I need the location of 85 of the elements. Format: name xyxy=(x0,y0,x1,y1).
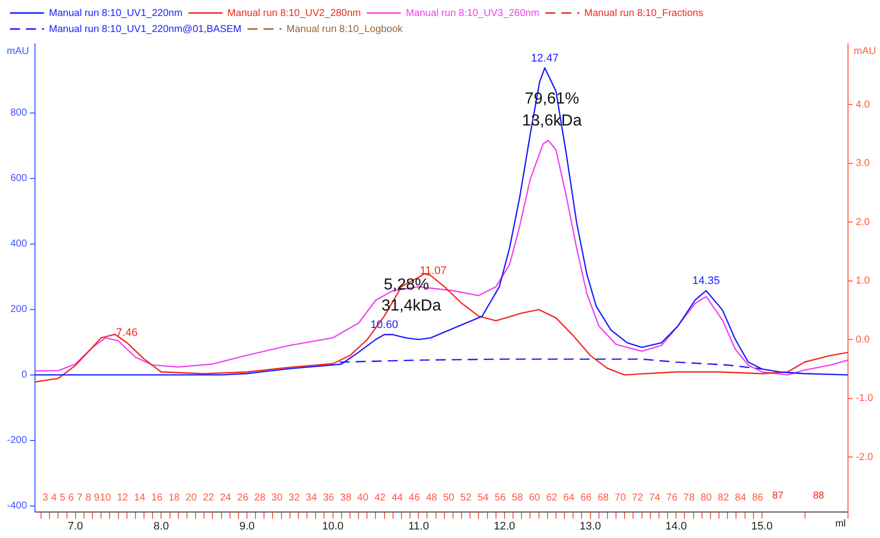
y2-tick-label: -2.0 xyxy=(856,452,874,463)
x2-tick-label: 8 xyxy=(85,492,92,504)
x-tick-label: 14.0 xyxy=(665,520,687,532)
y2-tick-label: 1.0 xyxy=(856,276,870,287)
x-tick-label: 7.0 xyxy=(68,520,83,532)
x2-tick-label: 30 xyxy=(271,492,284,504)
x2-tick-label: 5 xyxy=(60,492,66,504)
x2-tick-label: 26 xyxy=(237,492,249,504)
x-tick-label: 9.0 xyxy=(239,520,255,532)
x2-tick-label: 82 xyxy=(718,492,730,504)
x2-tick-label: 36 xyxy=(322,492,335,504)
x2-tick-label: 6 xyxy=(68,492,74,504)
x2-tick-label: 3 xyxy=(42,492,49,504)
x2-tick-label: 62 xyxy=(546,492,558,504)
x2-tick-label: 22 xyxy=(202,492,214,504)
x2-tick-label: 16 xyxy=(151,492,163,504)
x2-tick-label: 84 xyxy=(734,492,746,504)
annotation: 11.07 xyxy=(420,264,447,277)
annotation: 12.47 xyxy=(531,52,559,64)
x2-tick-label: 9 xyxy=(94,492,100,504)
x2-tick-label: 64 xyxy=(563,492,575,504)
x2-tick-label: 40 xyxy=(357,492,369,504)
x2-tick-label: 80 xyxy=(700,492,712,504)
x-tick-label: 11.0 xyxy=(408,520,429,532)
x2-tick-label: 24 xyxy=(220,492,232,504)
x2-tick-label: 38 xyxy=(340,492,352,504)
legend-label: Manual run 8:10_UV2_280nm xyxy=(227,8,361,19)
y2-tick-label: 3.0 xyxy=(856,158,870,170)
y2-axis-title: mAU xyxy=(854,46,876,57)
legend-label: Manual run 8:10_UV1_220nm xyxy=(49,8,182,19)
x2-tick-label: 86 xyxy=(752,492,764,504)
y-axis-title: mAU xyxy=(6,46,30,57)
x2-tick-label: 60 xyxy=(528,492,541,504)
x2-tick-label: 70 xyxy=(614,492,626,504)
x2-tick-label: 18 xyxy=(168,492,180,504)
x2-tick-label: 7 xyxy=(76,492,83,504)
x2-tick-label: 28 xyxy=(254,492,266,504)
y-tick-label: -400 xyxy=(7,500,28,512)
y-tick-label: -200 xyxy=(7,435,28,446)
x2-tick-label: 78 xyxy=(683,492,695,504)
line-series xyxy=(339,358,763,370)
x2-tick-label: 4 xyxy=(51,492,58,504)
x2-tick-label: 76 xyxy=(666,492,678,504)
annotation: 87 xyxy=(772,490,784,502)
y-tick-label: 800 xyxy=(10,108,28,119)
y-tick-label: 400 xyxy=(10,238,28,250)
x2-tick-label: 48 xyxy=(426,492,438,504)
y-tick-label: 200 xyxy=(10,304,28,316)
x-axis-title: ml xyxy=(835,518,846,530)
x2-tick-label: 42 xyxy=(374,492,386,504)
annotation: 14.35 xyxy=(692,275,720,288)
x2-tick-label: 50 xyxy=(443,492,455,504)
annotation: 7.46 xyxy=(116,327,138,340)
x2-tick-label: 44 xyxy=(392,492,404,504)
x2-tick-label: 46 xyxy=(408,492,420,504)
annotation: 88 xyxy=(812,490,825,502)
x2-tick-label: 32 xyxy=(288,492,300,504)
x2-tick-label: 72 xyxy=(632,492,644,504)
x2-tick-label: 54 xyxy=(477,492,490,504)
y-tick-label: 0 xyxy=(21,370,28,381)
y2-tick-label: 0.0 xyxy=(856,334,870,346)
y-tick-label: 600 xyxy=(10,173,28,184)
y2-tick-label: 2.0 xyxy=(856,216,870,228)
x-tick-label: 8.0 xyxy=(154,520,169,532)
x-tick-label: 15.0 xyxy=(751,520,773,532)
x2-tick-label: 66 xyxy=(580,492,592,504)
x2-tick-label: 68 xyxy=(598,492,610,504)
x2-tick-label: 10 xyxy=(100,492,112,504)
x2-tick-label: 74 xyxy=(649,492,661,504)
y2-tick-label: 4.0 xyxy=(856,99,870,110)
x2-tick-label: 14 xyxy=(134,492,146,504)
legend-label: Manual run 8:10_Fractions xyxy=(584,8,704,19)
x2-tick-label: 34 xyxy=(306,492,318,504)
x2-tick-label: 58 xyxy=(512,492,524,504)
legend-label: Manual run 8:10_UV3_260nm xyxy=(406,8,540,19)
x-tick-label: 10.0 xyxy=(322,520,344,532)
x2-tick-label: 12 xyxy=(116,492,129,504)
x-tick-label: 13.0 xyxy=(580,520,602,532)
x2-tick-label: 56 xyxy=(494,492,506,504)
x2-tick-label: 20 xyxy=(186,492,198,504)
x2-tick-label: 52 xyxy=(460,492,472,504)
y2-tick-label: -1.0 xyxy=(856,393,874,404)
x-tick-label: 12.0 xyxy=(494,520,516,532)
legend-label: Manual run 8:10_Logbook xyxy=(286,24,404,35)
legend-label: Manual run 8:10_UV1_220nm@01,BASEM xyxy=(49,24,242,35)
